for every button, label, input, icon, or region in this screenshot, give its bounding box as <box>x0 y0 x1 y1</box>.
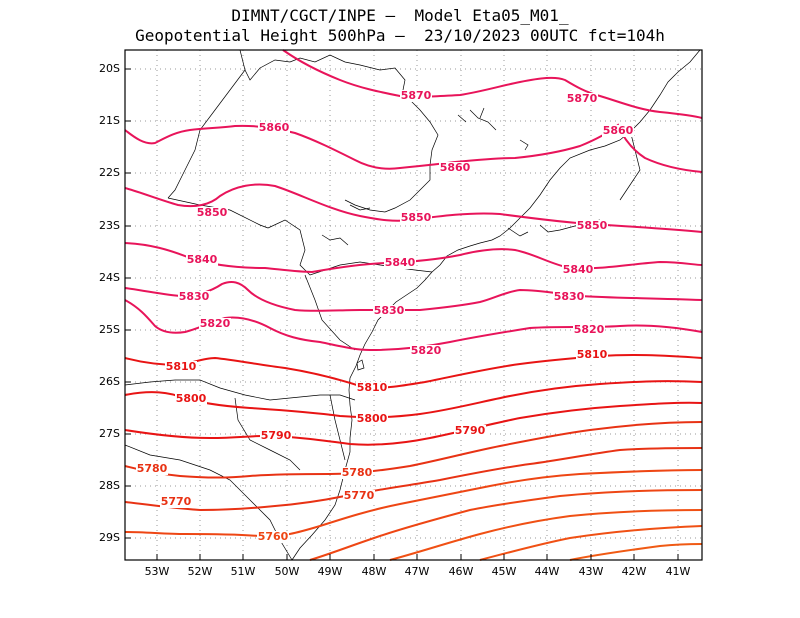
contour-label: 5810 <box>166 360 197 373</box>
lat-label: 22S <box>99 166 120 179</box>
contour-label: 5820 <box>574 323 605 336</box>
contour-5870 <box>282 49 703 119</box>
contour-5780 <box>124 421 703 479</box>
lon-label: 45W <box>492 565 517 578</box>
contour-label: 5850 <box>197 206 228 219</box>
contour-5830 <box>124 281 703 312</box>
contour-5730 <box>479 525 703 561</box>
lon-label: 49W <box>318 565 343 578</box>
contour-label: 5860 <box>440 161 471 174</box>
axis-ticks <box>125 68 679 560</box>
contour-5720 <box>569 543 703 561</box>
contour-labels: 5870 5870 5860 5860 5860 5850 5850 5850 … <box>136 89 634 543</box>
lon-label: 48W <box>362 565 387 578</box>
contour-label: 5850 <box>577 219 608 232</box>
map-title-line1: DIMNT/CGCT/INPE – Model Eta05_M01_ <box>231 6 569 25</box>
lat-label: 26S <box>99 375 120 388</box>
longitude-labels: 53W 52W 51W 50W 49W 48W 47W 46W 45W 44W … <box>145 565 691 578</box>
lon-label: 53W <box>145 565 170 578</box>
lon-label: 46W <box>449 565 474 578</box>
height-contours <box>124 49 703 561</box>
lat-label: 29S <box>99 531 120 544</box>
contour-label: 5780 <box>137 462 168 475</box>
lat-label: 20S <box>99 62 120 75</box>
contour-label: 5830 <box>179 290 210 303</box>
contour-label: 5840 <box>187 253 218 266</box>
contour-label: 5820 <box>200 317 231 330</box>
contour-label: 5790 <box>261 429 292 442</box>
contour-label: 5790 <box>455 424 486 437</box>
lon-label: 52W <box>188 565 213 578</box>
lon-label: 44W <box>535 565 560 578</box>
lat-label: 28S <box>99 479 120 492</box>
contour-label: 5860 <box>603 124 634 137</box>
contour-label: 5780 <box>342 466 373 479</box>
graticule <box>125 50 702 560</box>
contour-5740 <box>389 509 703 561</box>
lon-label: 47W <box>405 565 430 578</box>
contour-label: 5850 <box>401 211 432 224</box>
contour-5800 <box>124 380 703 419</box>
lon-label: 42W <box>622 565 647 578</box>
contour-label: 5810 <box>357 381 388 394</box>
contour-5770 <box>124 447 703 512</box>
contour-label: 5860 <box>259 121 290 134</box>
lon-label: 41W <box>666 565 691 578</box>
contour-5760 <box>124 469 703 538</box>
contour-label: 5800 <box>357 412 388 425</box>
contour-label: 5800 <box>176 392 207 405</box>
latitude-labels: 20S 21S 22S 23S 24S 25S 26S 27S 28S 29S <box>99 62 120 544</box>
lat-label: 25S <box>99 323 120 336</box>
contour-label: 5830 <box>374 304 405 317</box>
contour-label: 5820 <box>411 344 442 357</box>
contour-label: 5770 <box>344 489 375 502</box>
lon-label: 51W <box>231 565 256 578</box>
contour-5840 <box>124 242 703 274</box>
lat-label: 24S <box>99 271 120 284</box>
contour-label: 5830 <box>554 290 585 303</box>
lon-label: 50W <box>275 565 300 578</box>
contour-5790 <box>124 401 703 446</box>
lat-label: 27S <box>99 427 120 440</box>
contour-label: 5870 <box>401 89 432 102</box>
contour-label: 5770 <box>161 495 192 508</box>
lon-label: 43W <box>579 565 604 578</box>
lat-label: 23S <box>99 219 120 232</box>
lat-label: 21S <box>99 114 120 127</box>
contour-label: 5810 <box>577 348 608 361</box>
map-frame <box>124 49 703 561</box>
contour-label: 5840 <box>563 263 594 276</box>
contour-5750 <box>309 489 703 561</box>
contour-label: 5760 <box>258 530 289 543</box>
map-title-line2: Geopotential Height 500hPa – 23/10/2023 … <box>135 26 665 45</box>
contour-label: 5840 <box>385 256 416 269</box>
contour-label: 5870 <box>567 92 598 105</box>
